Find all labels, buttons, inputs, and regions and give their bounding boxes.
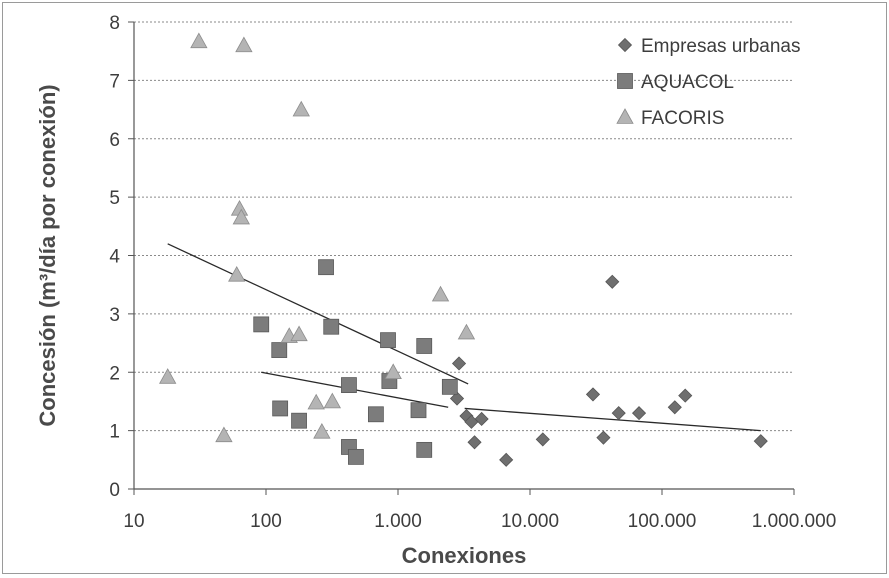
grid-lines xyxy=(134,21,794,432)
data-point-diamond xyxy=(631,406,647,421)
data-point-triangle xyxy=(457,323,476,340)
y-tick-label: 2 xyxy=(109,363,120,384)
data-point-triangle xyxy=(228,265,246,282)
data-point-square xyxy=(253,316,270,333)
data-point-square xyxy=(416,338,433,354)
data-point-triangle xyxy=(384,363,402,380)
data-point-triangle xyxy=(323,392,342,409)
data-point-square xyxy=(291,412,307,429)
data-point-diamond xyxy=(678,388,693,403)
data-point-diamond xyxy=(611,406,626,421)
data-point-triangle xyxy=(313,422,331,439)
data-point-square xyxy=(318,259,334,276)
y-tick-label: 4 xyxy=(109,247,120,268)
data-point-diamond xyxy=(449,391,465,406)
x-tick-label: 100 xyxy=(250,511,282,532)
data-point-square xyxy=(367,406,384,423)
scatter-chart: 0 1 2 3 4 5 6 7 8 10 100 1.000 10.000 100.000 1.000.00… xyxy=(35,13,836,568)
y-tick-label: 1 xyxy=(109,422,120,443)
data-point-triangle xyxy=(232,208,250,225)
legend-label: FACORIS xyxy=(641,108,724,129)
data-point-square xyxy=(410,402,427,419)
data-points xyxy=(159,32,768,467)
y-tick-label: 0 xyxy=(109,480,120,501)
legend-marker-triangle xyxy=(616,108,634,124)
x-tick-label: 1.000.000 xyxy=(752,511,837,532)
data-point-square xyxy=(272,400,289,417)
legend: Empresas urbanas AQUACOL FACORIS xyxy=(616,36,800,129)
legend-marker-diamond xyxy=(617,37,633,53)
data-point-square xyxy=(271,342,288,358)
y-tick-label: 8 xyxy=(109,13,120,34)
x-axis-title: Conexiones xyxy=(402,543,527,568)
data-point-diamond xyxy=(474,411,489,427)
data-point-triangle xyxy=(190,32,208,49)
y-tick-label: 7 xyxy=(109,71,120,92)
y-tick-label: 5 xyxy=(109,188,120,209)
data-point-triangle xyxy=(215,426,233,443)
legend-marker-square xyxy=(617,73,633,89)
data-point-square xyxy=(380,332,396,349)
data-point-square xyxy=(341,377,357,393)
data-point-triangle xyxy=(307,393,325,410)
data-point-diamond xyxy=(605,274,620,289)
data-point-diamond xyxy=(499,452,514,467)
data-point-triangle xyxy=(235,36,253,53)
data-point-diamond xyxy=(667,400,682,415)
tick-labels: 0 1 2 3 4 5 6 7 8 10 100 1.000 10.000 100.000 1.000.00… xyxy=(109,13,836,532)
x-tick-label: 1.000 xyxy=(374,511,422,532)
legend-label: Empresas urbanas xyxy=(641,36,800,57)
data-point-diamond xyxy=(596,430,611,445)
trend-line xyxy=(167,243,469,385)
data-point-square xyxy=(323,318,340,335)
data-point-square xyxy=(348,448,364,465)
legend-label: AQUACOL xyxy=(641,72,734,93)
trend-line xyxy=(464,407,761,432)
x-tick-label: 10 xyxy=(123,511,144,532)
data-point-triangle xyxy=(159,368,177,384)
data-point-square xyxy=(441,378,458,395)
data-point-square xyxy=(416,441,433,458)
axes xyxy=(128,21,795,495)
data-point-diamond xyxy=(451,356,467,371)
y-axis-title: Concesión (m³/día por conexión) xyxy=(35,84,60,426)
data-point-triangle xyxy=(431,285,450,302)
y-tick-label: 6 xyxy=(109,130,120,151)
data-point-diamond xyxy=(585,387,601,402)
x-tick-label: 10.000 xyxy=(501,511,559,532)
data-point-diamond xyxy=(753,434,768,449)
x-tick-label: 100.000 xyxy=(628,511,697,532)
data-point-triangle xyxy=(290,325,308,342)
data-point-diamond xyxy=(467,435,482,450)
data-point-triangle xyxy=(292,100,310,117)
data-point-diamond xyxy=(535,432,550,447)
y-tick-label: 3 xyxy=(109,305,120,326)
